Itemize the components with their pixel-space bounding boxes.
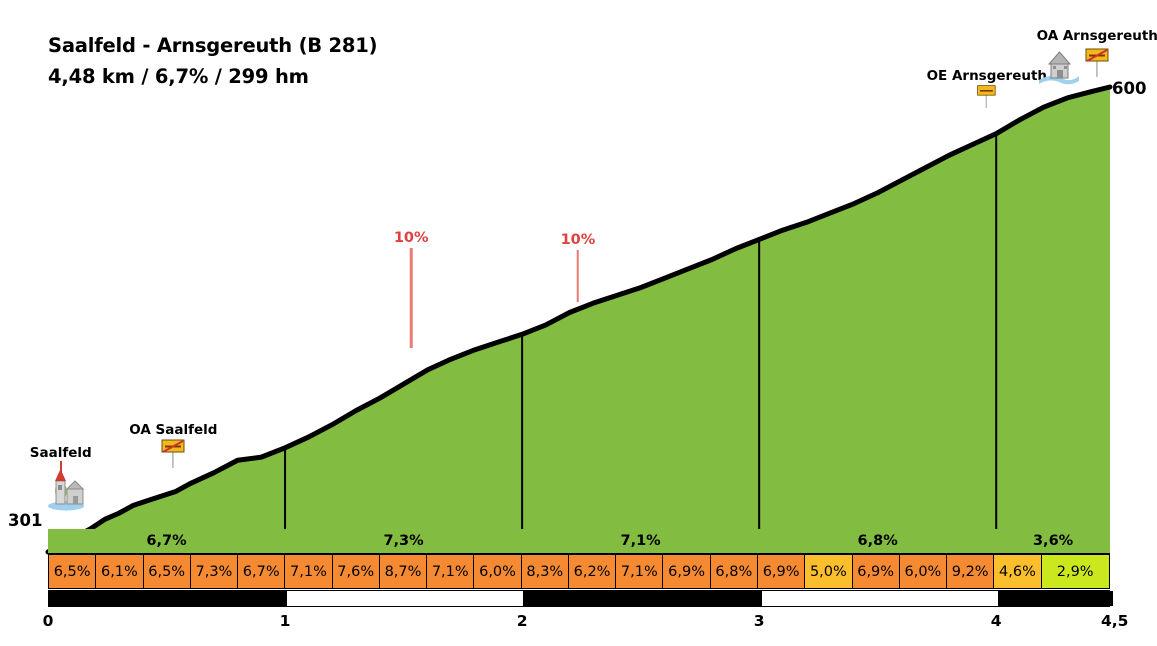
gradient-segment: 7,1%	[285, 555, 333, 588]
x-axis-tick: 1	[279, 612, 291, 630]
gradient-segment: 6,7%	[238, 555, 286, 588]
km-section-average: 3,6%	[996, 529, 1110, 553]
gradient-segment: 6,9%	[757, 555, 806, 588]
gradient-segment: 6,2%	[568, 555, 617, 588]
chart-title-block: Saalfeld - Arnsgereuth (B 281) 4,48 km /…	[48, 36, 648, 86]
house-icon	[1037, 48, 1081, 92]
gradient-segment: 6,9%	[663, 555, 711, 588]
steep-gradient-label: 10%	[560, 232, 596, 248]
town-exit-sign-icon	[1084, 47, 1110, 81]
house-icon	[1039, 51, 1080, 85]
gradient-segment: 6,5%	[49, 555, 97, 588]
gradient-segment: 4,6%	[994, 555, 1042, 588]
gradient-segment: 7,6%	[332, 555, 380, 588]
poi-label-oe-arnsgereuth: OE Arnsgereuth	[926, 68, 1048, 84]
km-section-average: 6,8%	[759, 529, 997, 553]
church-icon	[45, 467, 87, 515]
gradient-segment: 6,1%	[96, 555, 144, 588]
poi-label-saalfeld: Saalfeld	[29, 445, 92, 461]
town-exit-sign-icon	[1085, 48, 1109, 77]
route-title: Saalfeld - Arnsgereuth (B 281)	[48, 34, 378, 57]
church-icon	[47, 469, 84, 511]
profile-line	[45, 84, 1113, 555]
gradient-segment: 6,5%	[143, 555, 191, 588]
gradient-segment: 6,9%	[852, 555, 900, 588]
x-axis-tick: 4,5	[1101, 612, 1129, 630]
distance-band	[998, 591, 1113, 606]
distance-band	[523, 591, 761, 606]
gradient-segment: 7,3%	[190, 555, 239, 588]
gradient-segment: 8,7%	[379, 555, 428, 588]
elevation-end-label: 600	[1112, 79, 1147, 98]
town-entry-sign-icon	[976, 84, 997, 112]
gradient-segment: 5,0%	[805, 555, 853, 588]
gradient-segment: 2,9%	[1041, 555, 1109, 588]
town-entry-sign-icon	[977, 85, 997, 108]
x-axis-tick: 3	[753, 612, 765, 630]
steep-gradient-label: 10%	[393, 230, 429, 246]
km-section-average: 6,7%	[48, 529, 286, 553]
gradient-segment-bar: 6,5% 6,1% 6,5% 7,3% 6,7% 7,1% 7,6% 8,7% 7,1% 6,0%…	[48, 553, 1110, 589]
x-axis-tick: 0	[42, 612, 54, 630]
steep-gradient-pointer	[576, 250, 580, 302]
gradient-segment: 7,1%	[616, 555, 664, 588]
km-section-average-labels: 6,7% 7,3% 7,1% 6,8% 3,6%	[48, 529, 1110, 553]
distance-band	[760, 591, 999, 606]
gradient-segment: 6,8%	[710, 555, 758, 588]
poi-label-oa-arnsgereuth: OA Arnsgereuth	[1036, 28, 1157, 44]
route-stats: 4,48 km / 6,7% / 299 hm	[48, 64, 309, 88]
distance-band	[49, 591, 286, 606]
distance-band	[285, 591, 524, 606]
gradient-segment: 6,0%	[899, 555, 948, 588]
km-section-average: 7,1%	[522, 529, 760, 553]
gradient-segment: 7,1%	[427, 555, 475, 588]
poi-label-oa-saalfeld: OA Saalfeld	[129, 422, 218, 438]
km-section-average: 7,3%	[285, 529, 523, 553]
steep-gradient-pointer	[409, 248, 413, 348]
x-axis-tick: 2	[516, 612, 528, 630]
distance-band-bar	[48, 590, 1113, 607]
gradient-segment: 9,2%	[947, 555, 995, 588]
town-exit-sign-icon	[160, 438, 186, 472]
town-exit-sign-icon	[161, 439, 185, 468]
elevation-start-label: 301	[8, 511, 43, 530]
gradient-segment: 6,0%	[474, 555, 522, 588]
x-axis-tick-labels: 0 1 2 3 4 4,5	[0, 612, 1157, 636]
gradient-segment: 8,3%	[521, 555, 569, 588]
location-arrow-icon	[59, 461, 62, 475]
x-axis-tick: 4	[990, 612, 1002, 630]
